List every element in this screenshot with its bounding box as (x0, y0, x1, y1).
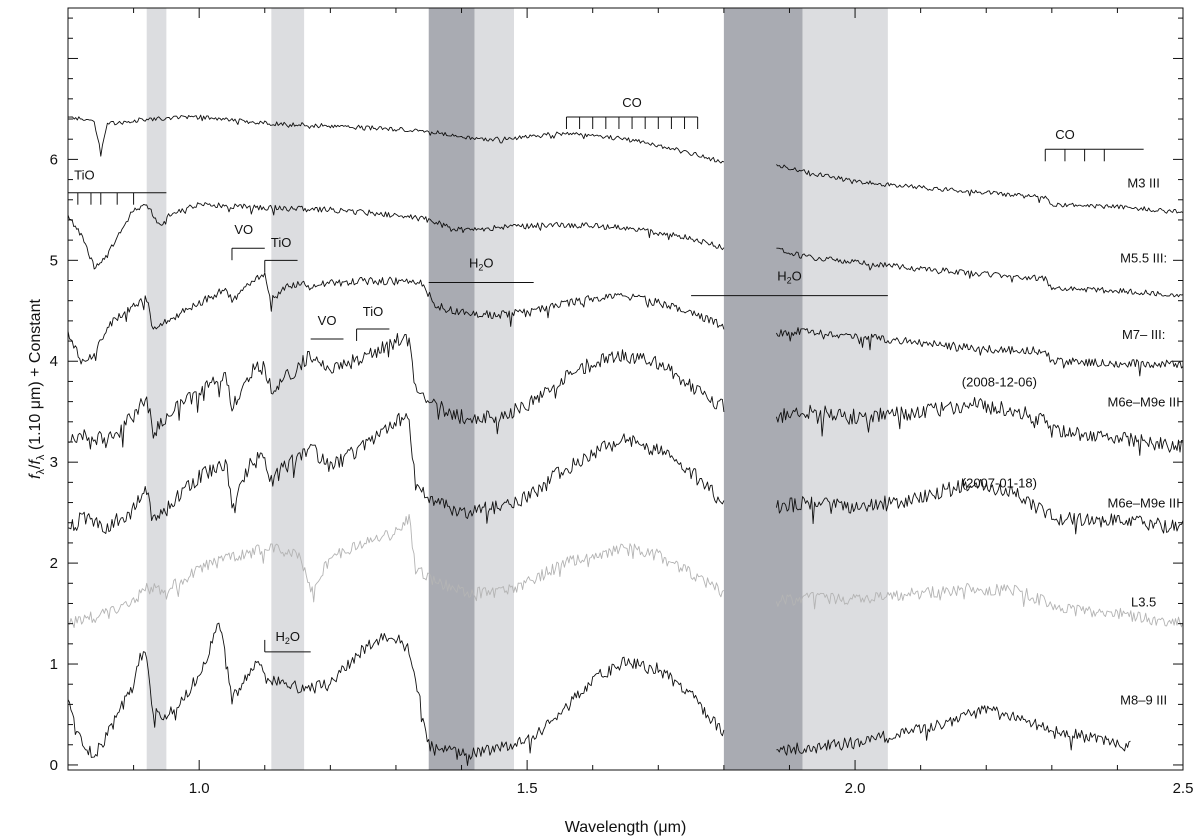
x-tick-label-1: 1.5 (517, 780, 538, 797)
y-axis: 0 1 2 3 4 5 6 (50, 17, 1183, 774)
annotation-label-4: H2O (777, 269, 802, 286)
x-tick-label-0: 1.0 (189, 780, 210, 797)
annotation-label-9: H2O (275, 629, 300, 646)
annotation-label-7: CO (622, 95, 642, 110)
series-label-6: M8–9 III (1120, 692, 1167, 707)
annotation-label-1: VO (234, 222, 253, 237)
x-axis-label: Wavelength (μm) (565, 819, 687, 836)
x-tick-label-2: 2.0 (845, 780, 866, 797)
series-epoch-4: (2007-01-18) (962, 475, 1037, 490)
y-tick-label-5: 5 (50, 252, 58, 269)
series-label-1: M5.5 III: (1120, 250, 1167, 265)
x-axis: 1.0 1.5 2.0 2.5 (67, 8, 1194, 797)
series-label-2: M7– III: (1122, 327, 1165, 342)
series-label-4: M6e–M9e III (1108, 496, 1180, 511)
spectrum-line-1 (67, 202, 1184, 298)
plot-frame (67, 7, 1184, 771)
annotation-label-6: TiO (363, 304, 383, 319)
y-tick-label-0: 0 (50, 757, 58, 774)
y-tick-label-6: 6 (50, 151, 58, 168)
band-5 (802, 8, 888, 770)
annotation-label-8: CO (1055, 127, 1075, 142)
series-labels: M3 III M5.5 III: M7– III: M6e–M9e III (2008-… (962, 176, 1180, 708)
y-tick-label-1: 1 (50, 656, 58, 673)
y-axis-label: fλ/fλ (1.10 μm) + Constant (27, 299, 47, 479)
annotation-label-3: H2O (469, 255, 494, 272)
x-tick-label-3: 2.5 (1173, 780, 1194, 797)
y-tick-label-4: 4 (50, 353, 58, 370)
spectra-series (67, 114, 1184, 766)
band-2 (428, 8, 475, 770)
spectrum-line-6 (67, 622, 1131, 766)
band-annotations: TiO VO TiO H2O H2O VO TiO CO CO H2O (67, 95, 1144, 653)
band-4 (723, 8, 803, 770)
spectrum-line-4 (67, 412, 1184, 535)
y-tick-label-3: 3 (50, 454, 58, 471)
spectrum-line-0 (67, 114, 1184, 214)
series-epoch-3: (2008-12-06) (962, 374, 1037, 389)
annotation-label-5: VO (318, 313, 337, 328)
spectrum-line-3 (67, 333, 1184, 456)
annotation-label-0: TiO (74, 168, 94, 183)
series-label-3: M6e–M9e III (1108, 395, 1180, 410)
spectrum-line-5 (67, 514, 1184, 629)
shaded-bands (146, 8, 888, 770)
band-0 (146, 8, 167, 770)
series-label-0: M3 III (1127, 176, 1160, 191)
series-label-5: L3.5 (1131, 594, 1156, 609)
annotation-label-2: TiO (271, 235, 291, 250)
spectrum-line-2 (67, 272, 1184, 377)
y-tick-label-2: 2 (50, 555, 58, 572)
band-3 (474, 8, 514, 770)
